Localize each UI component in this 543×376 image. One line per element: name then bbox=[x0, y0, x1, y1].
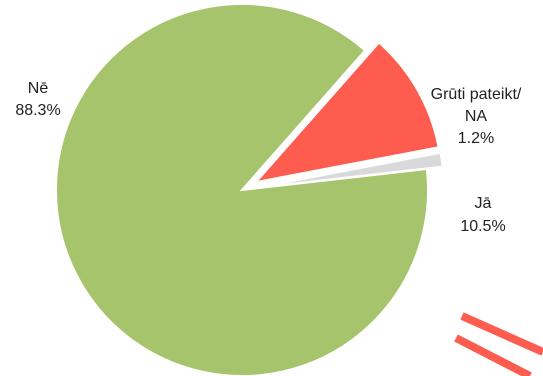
label-ne: Nē 88.3% bbox=[15, 80, 60, 119]
label-gruti-value: 1.2% bbox=[458, 130, 494, 147]
label-ne-name: Nē bbox=[28, 80, 49, 97]
label-gruti-name-line1: Grūti pateikt/ bbox=[431, 86, 522, 103]
decorative-stripe bbox=[454, 334, 532, 376]
label-ja-name: Jā bbox=[475, 195, 492, 212]
label-ja-value: 10.5% bbox=[460, 218, 505, 235]
pie-slice-ja bbox=[253, 41, 440, 184]
decorative-stripe bbox=[460, 312, 543, 356]
pie-slices bbox=[55, 3, 444, 376]
label-gruti: Grūti pateikt/ NA 1.2% bbox=[431, 86, 522, 147]
pie-slice-gruti-pateikt bbox=[257, 151, 444, 189]
label-ne-value: 88.3% bbox=[15, 102, 60, 119]
pie-slice-ne bbox=[55, 3, 429, 376]
label-gruti-name-line2: NA bbox=[465, 108, 488, 125]
label-ja: Jā 10.5% bbox=[460, 195, 505, 235]
decorative-stripes bbox=[454, 312, 543, 376]
